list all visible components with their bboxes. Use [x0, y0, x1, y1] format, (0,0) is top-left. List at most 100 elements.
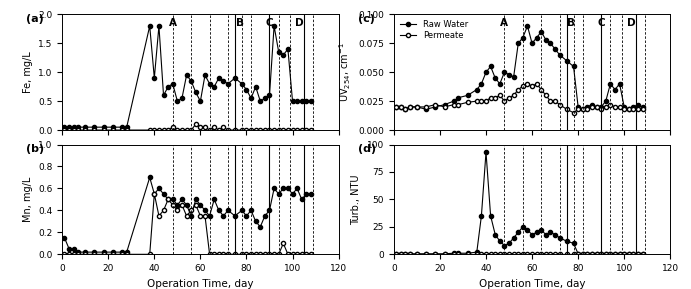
Raw Water	[578, 108, 587, 111]
Raw Water	[602, 99, 610, 103]
Raw Water	[562, 59, 571, 62]
Legend: Raw Water, Permeate: Raw Water, Permeate	[398, 18, 470, 42]
Permeate	[505, 96, 513, 99]
Text: (a): (a)	[26, 14, 44, 25]
Permeate	[401, 108, 410, 111]
Permeate	[592, 105, 600, 109]
Raw Water	[569, 65, 578, 68]
Permeate	[606, 103, 614, 106]
Raw Water	[413, 105, 421, 109]
Permeate	[392, 105, 400, 109]
Permeate	[588, 105, 596, 109]
Raw Water	[431, 105, 439, 109]
Raw Water	[495, 82, 504, 86]
Raw Water	[556, 53, 564, 57]
Raw Water	[583, 105, 591, 109]
Text: D: D	[627, 18, 636, 28]
Raw Water	[406, 105, 414, 109]
Text: (c): (c)	[358, 14, 375, 25]
Raw Water	[634, 103, 642, 106]
Permeate	[422, 105, 430, 109]
Raw Water	[454, 96, 462, 99]
Permeate	[514, 88, 522, 91]
Raw Water	[551, 47, 559, 51]
Raw Water	[450, 99, 458, 103]
Raw Water	[397, 105, 405, 109]
Permeate	[542, 94, 550, 97]
Raw Water	[509, 75, 518, 79]
Permeate	[630, 108, 638, 111]
Raw Water	[597, 105, 605, 109]
Permeate	[574, 108, 583, 111]
Raw Water	[638, 105, 647, 109]
Text: C: C	[597, 18, 605, 28]
Permeate	[620, 108, 628, 111]
Raw Water	[606, 82, 614, 86]
Raw Water	[505, 73, 513, 76]
Permeate	[638, 108, 647, 111]
Raw Water	[533, 36, 541, 39]
Line: Permeate: Permeate	[394, 82, 645, 115]
Raw Water	[464, 94, 472, 97]
Raw Water	[401, 108, 410, 111]
Permeate	[413, 105, 421, 109]
Raw Water	[482, 71, 490, 74]
Raw Water	[473, 88, 481, 91]
Text: A: A	[169, 18, 177, 28]
Text: B: B	[236, 18, 243, 28]
Raw Water	[611, 88, 619, 91]
Raw Water	[440, 103, 448, 106]
Permeate	[519, 84, 527, 88]
Raw Water	[547, 42, 555, 45]
Permeate	[509, 94, 518, 97]
Permeate	[500, 99, 509, 103]
Text: D: D	[295, 18, 304, 28]
Permeate	[473, 99, 481, 103]
Permeate	[450, 103, 458, 106]
Raw Water	[620, 105, 628, 109]
Raw Water	[537, 30, 545, 34]
Raw Water	[514, 42, 522, 45]
Permeate	[547, 99, 555, 103]
Permeate	[537, 88, 545, 91]
Permeate	[477, 99, 486, 103]
Text: A: A	[500, 18, 509, 28]
Text: C: C	[265, 18, 274, 28]
Permeate	[562, 108, 571, 111]
Permeate	[616, 105, 624, 109]
Line: Raw Water: Raw Water	[394, 24, 645, 111]
Permeate	[482, 99, 490, 103]
Raw Water	[542, 38, 550, 42]
Permeate	[464, 101, 472, 104]
Raw Water	[592, 105, 600, 109]
Permeate	[528, 84, 536, 88]
Permeate	[625, 108, 633, 111]
Permeate	[551, 99, 559, 103]
X-axis label: Operation Time, day: Operation Time, day	[479, 279, 585, 289]
Permeate	[556, 103, 564, 106]
Permeate	[602, 105, 610, 109]
Permeate	[454, 103, 462, 106]
Permeate	[491, 96, 500, 99]
Raw Water	[523, 24, 531, 28]
Permeate	[597, 108, 605, 111]
Y-axis label: Turb., NTU: Turb., NTU	[351, 174, 361, 225]
Text: (d): (d)	[358, 144, 376, 155]
Permeate	[569, 111, 578, 114]
Text: B: B	[567, 18, 575, 28]
Y-axis label: Mn, mg/L: Mn, mg/L	[23, 177, 32, 222]
Permeate	[397, 105, 405, 109]
Raw Water	[588, 103, 596, 106]
Permeate	[611, 105, 619, 109]
Permeate	[533, 82, 541, 86]
Y-axis label: UV$_{254}$, cm$^{-1}$: UV$_{254}$, cm$^{-1}$	[337, 42, 352, 102]
Raw Water	[491, 76, 500, 80]
Permeate	[634, 108, 642, 111]
Permeate	[583, 108, 591, 111]
Raw Water	[616, 82, 624, 86]
Permeate	[440, 105, 448, 109]
Raw Water	[486, 65, 495, 68]
Permeate	[406, 105, 414, 109]
Permeate	[578, 108, 587, 111]
Raw Water	[528, 42, 536, 45]
